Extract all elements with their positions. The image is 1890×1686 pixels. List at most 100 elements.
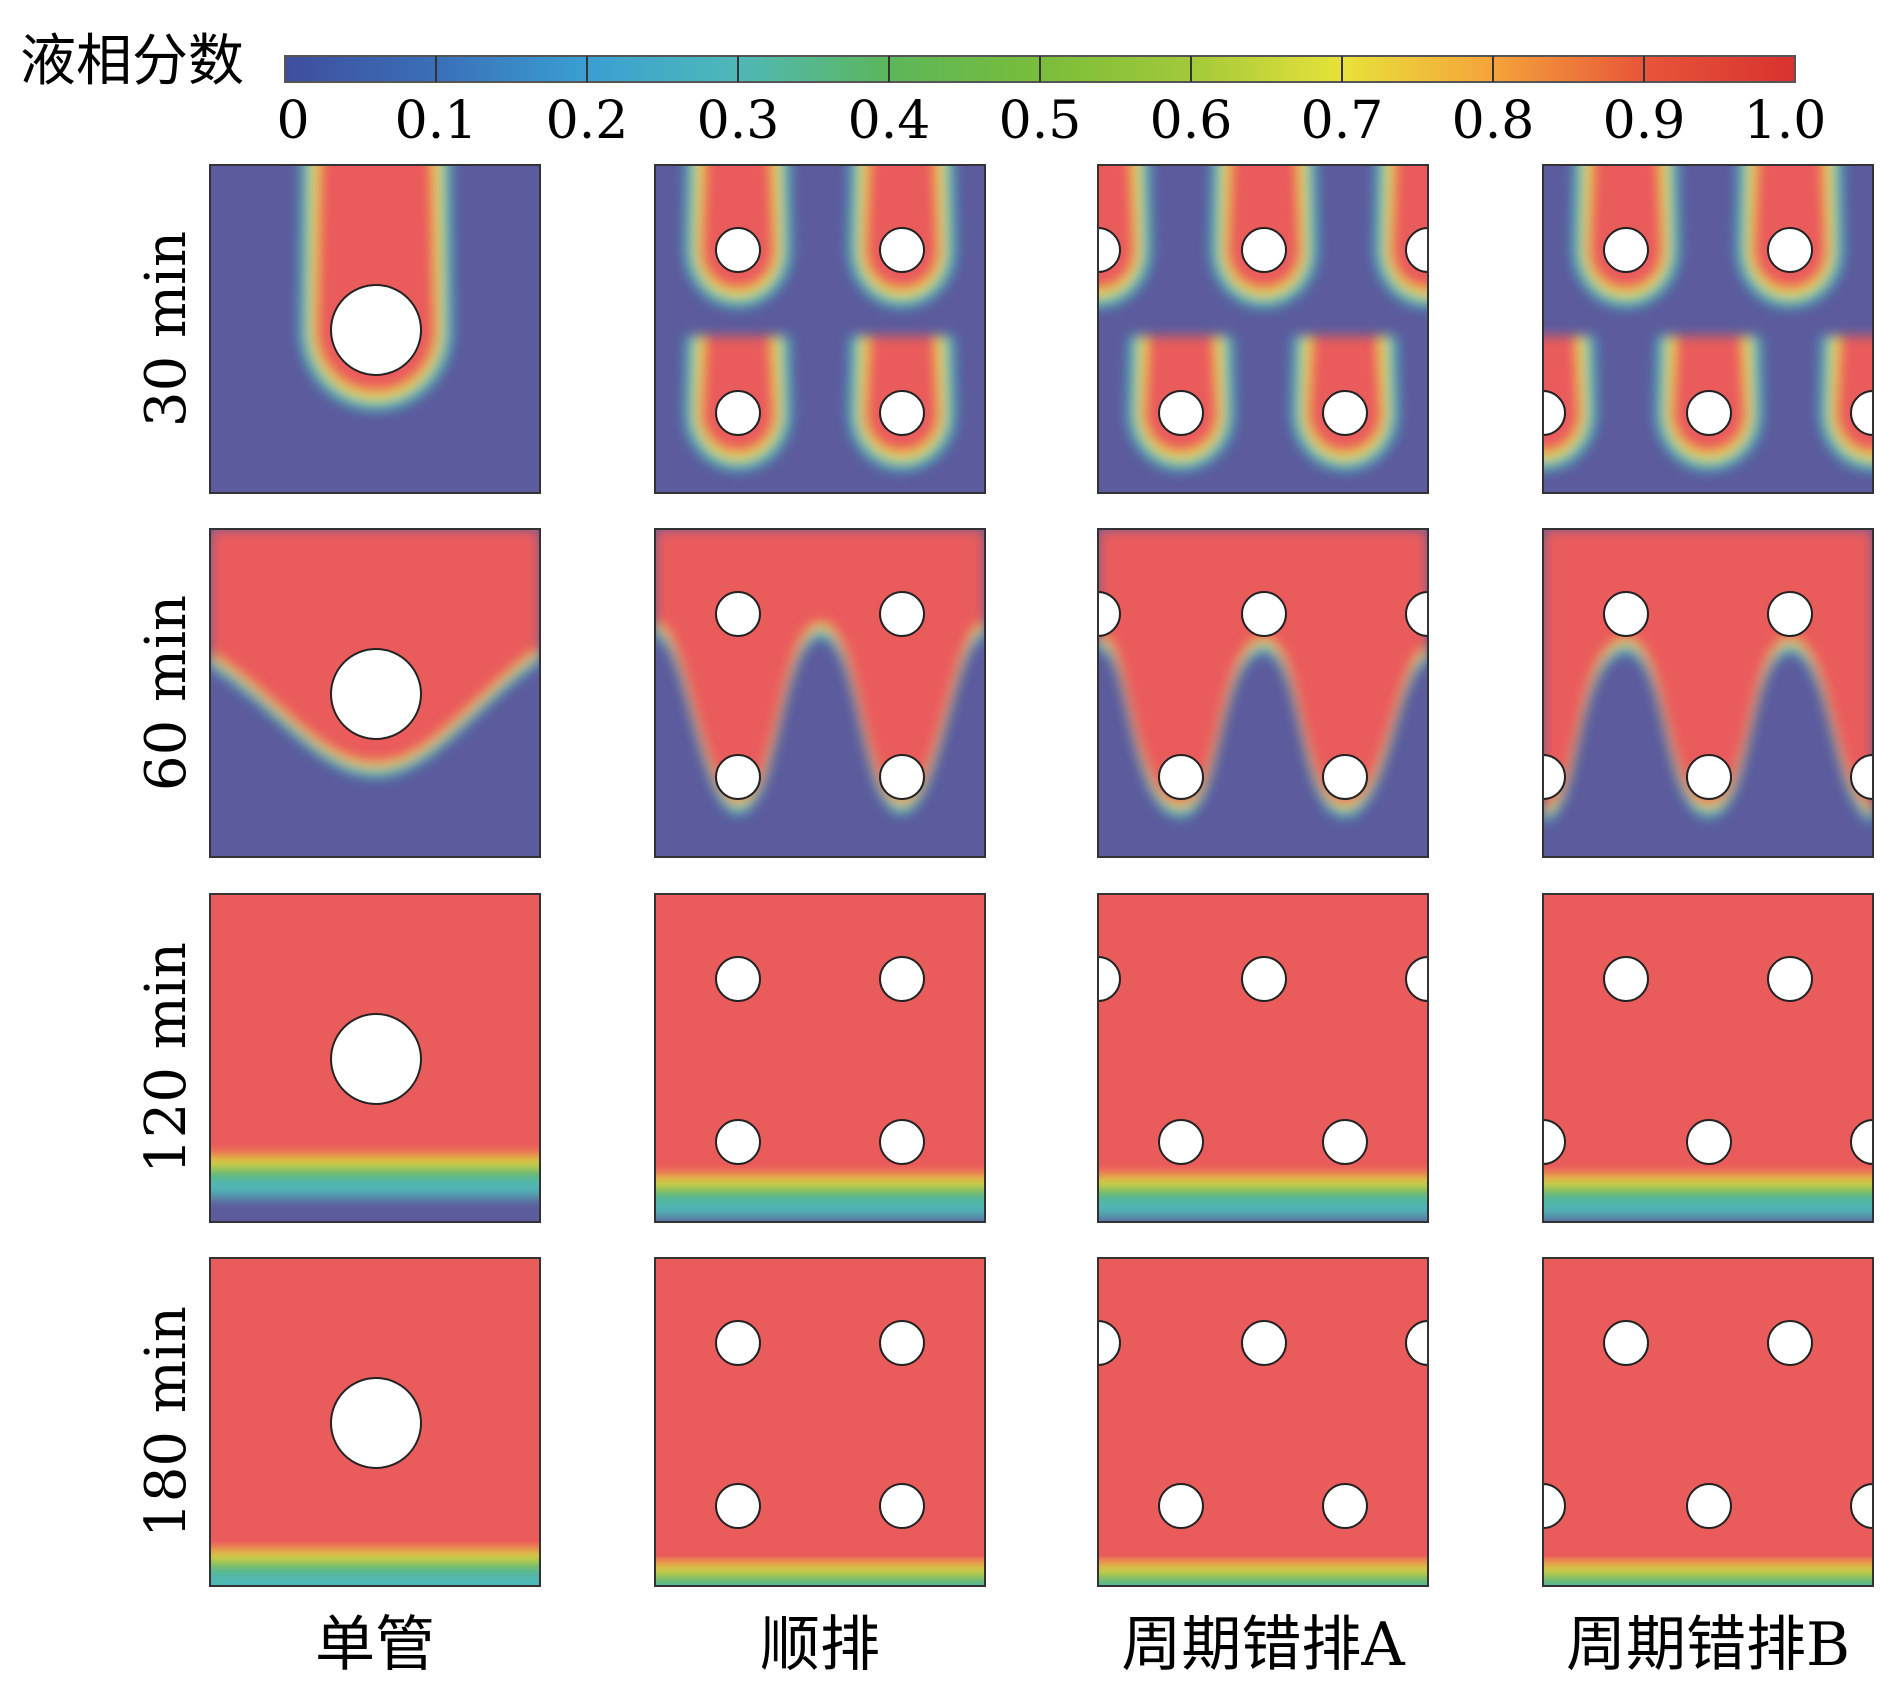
tube-circle bbox=[879, 227, 925, 273]
tube-circle bbox=[879, 956, 925, 1002]
tube-circle bbox=[1686, 754, 1732, 800]
tube-circle bbox=[1158, 1483, 1204, 1529]
mushy-zone bbox=[210, 1560, 540, 1586]
colorbar-tick-label: 0.7 bbox=[1301, 91, 1384, 151]
column-label: 单管 bbox=[315, 1610, 435, 1680]
panel-border bbox=[209, 893, 541, 1223]
tube-circle bbox=[1767, 227, 1813, 273]
colorbar-tick-label: 0.1 bbox=[395, 91, 478, 151]
tube-circle bbox=[715, 1320, 761, 1366]
panel-border bbox=[1097, 164, 1429, 494]
tube-circle bbox=[1850, 390, 1873, 436]
liquid-region bbox=[655, 894, 985, 1222]
panel-border bbox=[1097, 1257, 1429, 1587]
colorbar-tick-label: 0 bbox=[276, 91, 309, 151]
tube-circle bbox=[1322, 1483, 1368, 1529]
mushy-zone bbox=[210, 1572, 540, 1586]
tube-circle bbox=[879, 1483, 925, 1529]
tube-circle bbox=[330, 1013, 422, 1105]
tube-circle bbox=[1098, 227, 1121, 273]
panel-r2-c2 bbox=[654, 528, 986, 858]
column-labels: 单管 顺排 周期错排A 周期错排B bbox=[315, 1610, 1850, 1680]
tube-circle bbox=[879, 1320, 925, 1366]
tube-circle bbox=[879, 591, 925, 637]
panel-r3-c2 bbox=[654, 893, 986, 1223]
panel-r4-c1 bbox=[209, 1257, 541, 1587]
tube-circle bbox=[330, 648, 422, 740]
tube-circle bbox=[1405, 1320, 1428, 1366]
liquid-region bbox=[1543, 1258, 1873, 1586]
tube-circle bbox=[715, 1483, 761, 1529]
panel-border bbox=[654, 164, 986, 494]
mushy-zone bbox=[1543, 1573, 1873, 1586]
panel-r1-c4 bbox=[1542, 164, 1874, 494]
liquid-region bbox=[1098, 1258, 1428, 1586]
panel-border bbox=[209, 528, 541, 858]
colorbar-tick-label: 0.2 bbox=[546, 91, 629, 151]
tube-circle bbox=[879, 1119, 925, 1165]
tube-circle bbox=[1405, 956, 1428, 1002]
colorbar-tick-label: 0.3 bbox=[697, 91, 780, 151]
panel-border bbox=[1097, 528, 1429, 858]
mushy-zone bbox=[1098, 1198, 1428, 1222]
tube-circle bbox=[1686, 390, 1732, 436]
tube-circle bbox=[1098, 956, 1121, 1002]
panel-border bbox=[654, 1257, 986, 1587]
tube-circle bbox=[1767, 956, 1813, 1002]
tube-circle bbox=[1543, 1119, 1566, 1165]
tube-circle bbox=[1322, 1119, 1368, 1165]
tube-circle bbox=[1686, 1119, 1732, 1165]
tube-circle bbox=[1322, 754, 1368, 800]
panel-border bbox=[1097, 893, 1429, 1223]
tube-circle bbox=[1158, 390, 1204, 436]
tube-circle bbox=[1241, 227, 1287, 273]
tube-circle bbox=[1405, 227, 1428, 273]
colorbar-tick-label: 0.5 bbox=[999, 91, 1082, 151]
panel-border bbox=[654, 528, 986, 858]
panel-border bbox=[1542, 1257, 1874, 1587]
solid-region bbox=[210, 1196, 540, 1222]
mushy-zone bbox=[1543, 1198, 1873, 1222]
tube-circle bbox=[1603, 227, 1649, 273]
colorbar-tick-label: 0.8 bbox=[1452, 91, 1535, 151]
tube-circle bbox=[1543, 1483, 1566, 1529]
tube-circle bbox=[1405, 591, 1428, 637]
panel-r4-c4 bbox=[1542, 1257, 1874, 1587]
colorbar-ticks: 0 0.1 0.2 0.3 0.4 0.5 0.6 0.7 0.8 0.9 1.0 bbox=[276, 56, 1826, 151]
panel-r2-c3 bbox=[1097, 528, 1429, 858]
panel-border bbox=[654, 893, 986, 1223]
column-label: 周期错排B bbox=[1566, 1610, 1850, 1680]
panel-r4-c2 bbox=[654, 1257, 986, 1587]
tube-circle bbox=[715, 1119, 761, 1165]
tube-circle bbox=[1543, 390, 1566, 436]
column-label: 周期错排A bbox=[1121, 1610, 1405, 1680]
colorbar-title: 液相分数 bbox=[20, 29, 244, 94]
tube-circle bbox=[1603, 1320, 1649, 1366]
mushy-zone bbox=[1098, 1573, 1428, 1586]
row-label: 180 min bbox=[134, 1306, 199, 1538]
tube-circle bbox=[1158, 1119, 1204, 1165]
panel-r3-c3 bbox=[1097, 893, 1429, 1223]
tube-circle bbox=[879, 754, 925, 800]
liquid-region bbox=[655, 1258, 985, 1586]
liquid-region bbox=[1098, 894, 1428, 1222]
panel-r3-c1 bbox=[209, 893, 541, 1223]
tube-circle bbox=[1603, 591, 1649, 637]
colorbar-tick-label: 0.6 bbox=[1150, 91, 1233, 151]
tube-circle bbox=[1241, 1320, 1287, 1366]
panel-border bbox=[1542, 164, 1874, 494]
tube-circle bbox=[1850, 754, 1873, 800]
tube-circle bbox=[1850, 1119, 1873, 1165]
tube-circle bbox=[715, 754, 761, 800]
row-labels: 30 min 60 min 120 min 180 min bbox=[134, 231, 199, 1538]
tube-circle bbox=[330, 1377, 422, 1469]
tube-circle bbox=[715, 390, 761, 436]
tube-circle bbox=[1603, 956, 1649, 1002]
tube-circle bbox=[1241, 956, 1287, 1002]
tube-circle bbox=[1241, 591, 1287, 637]
tube-circle bbox=[1767, 1320, 1813, 1366]
liquid-region bbox=[210, 529, 540, 764]
tube-circle bbox=[1098, 591, 1121, 637]
panel-grid bbox=[209, 164, 1874, 1587]
